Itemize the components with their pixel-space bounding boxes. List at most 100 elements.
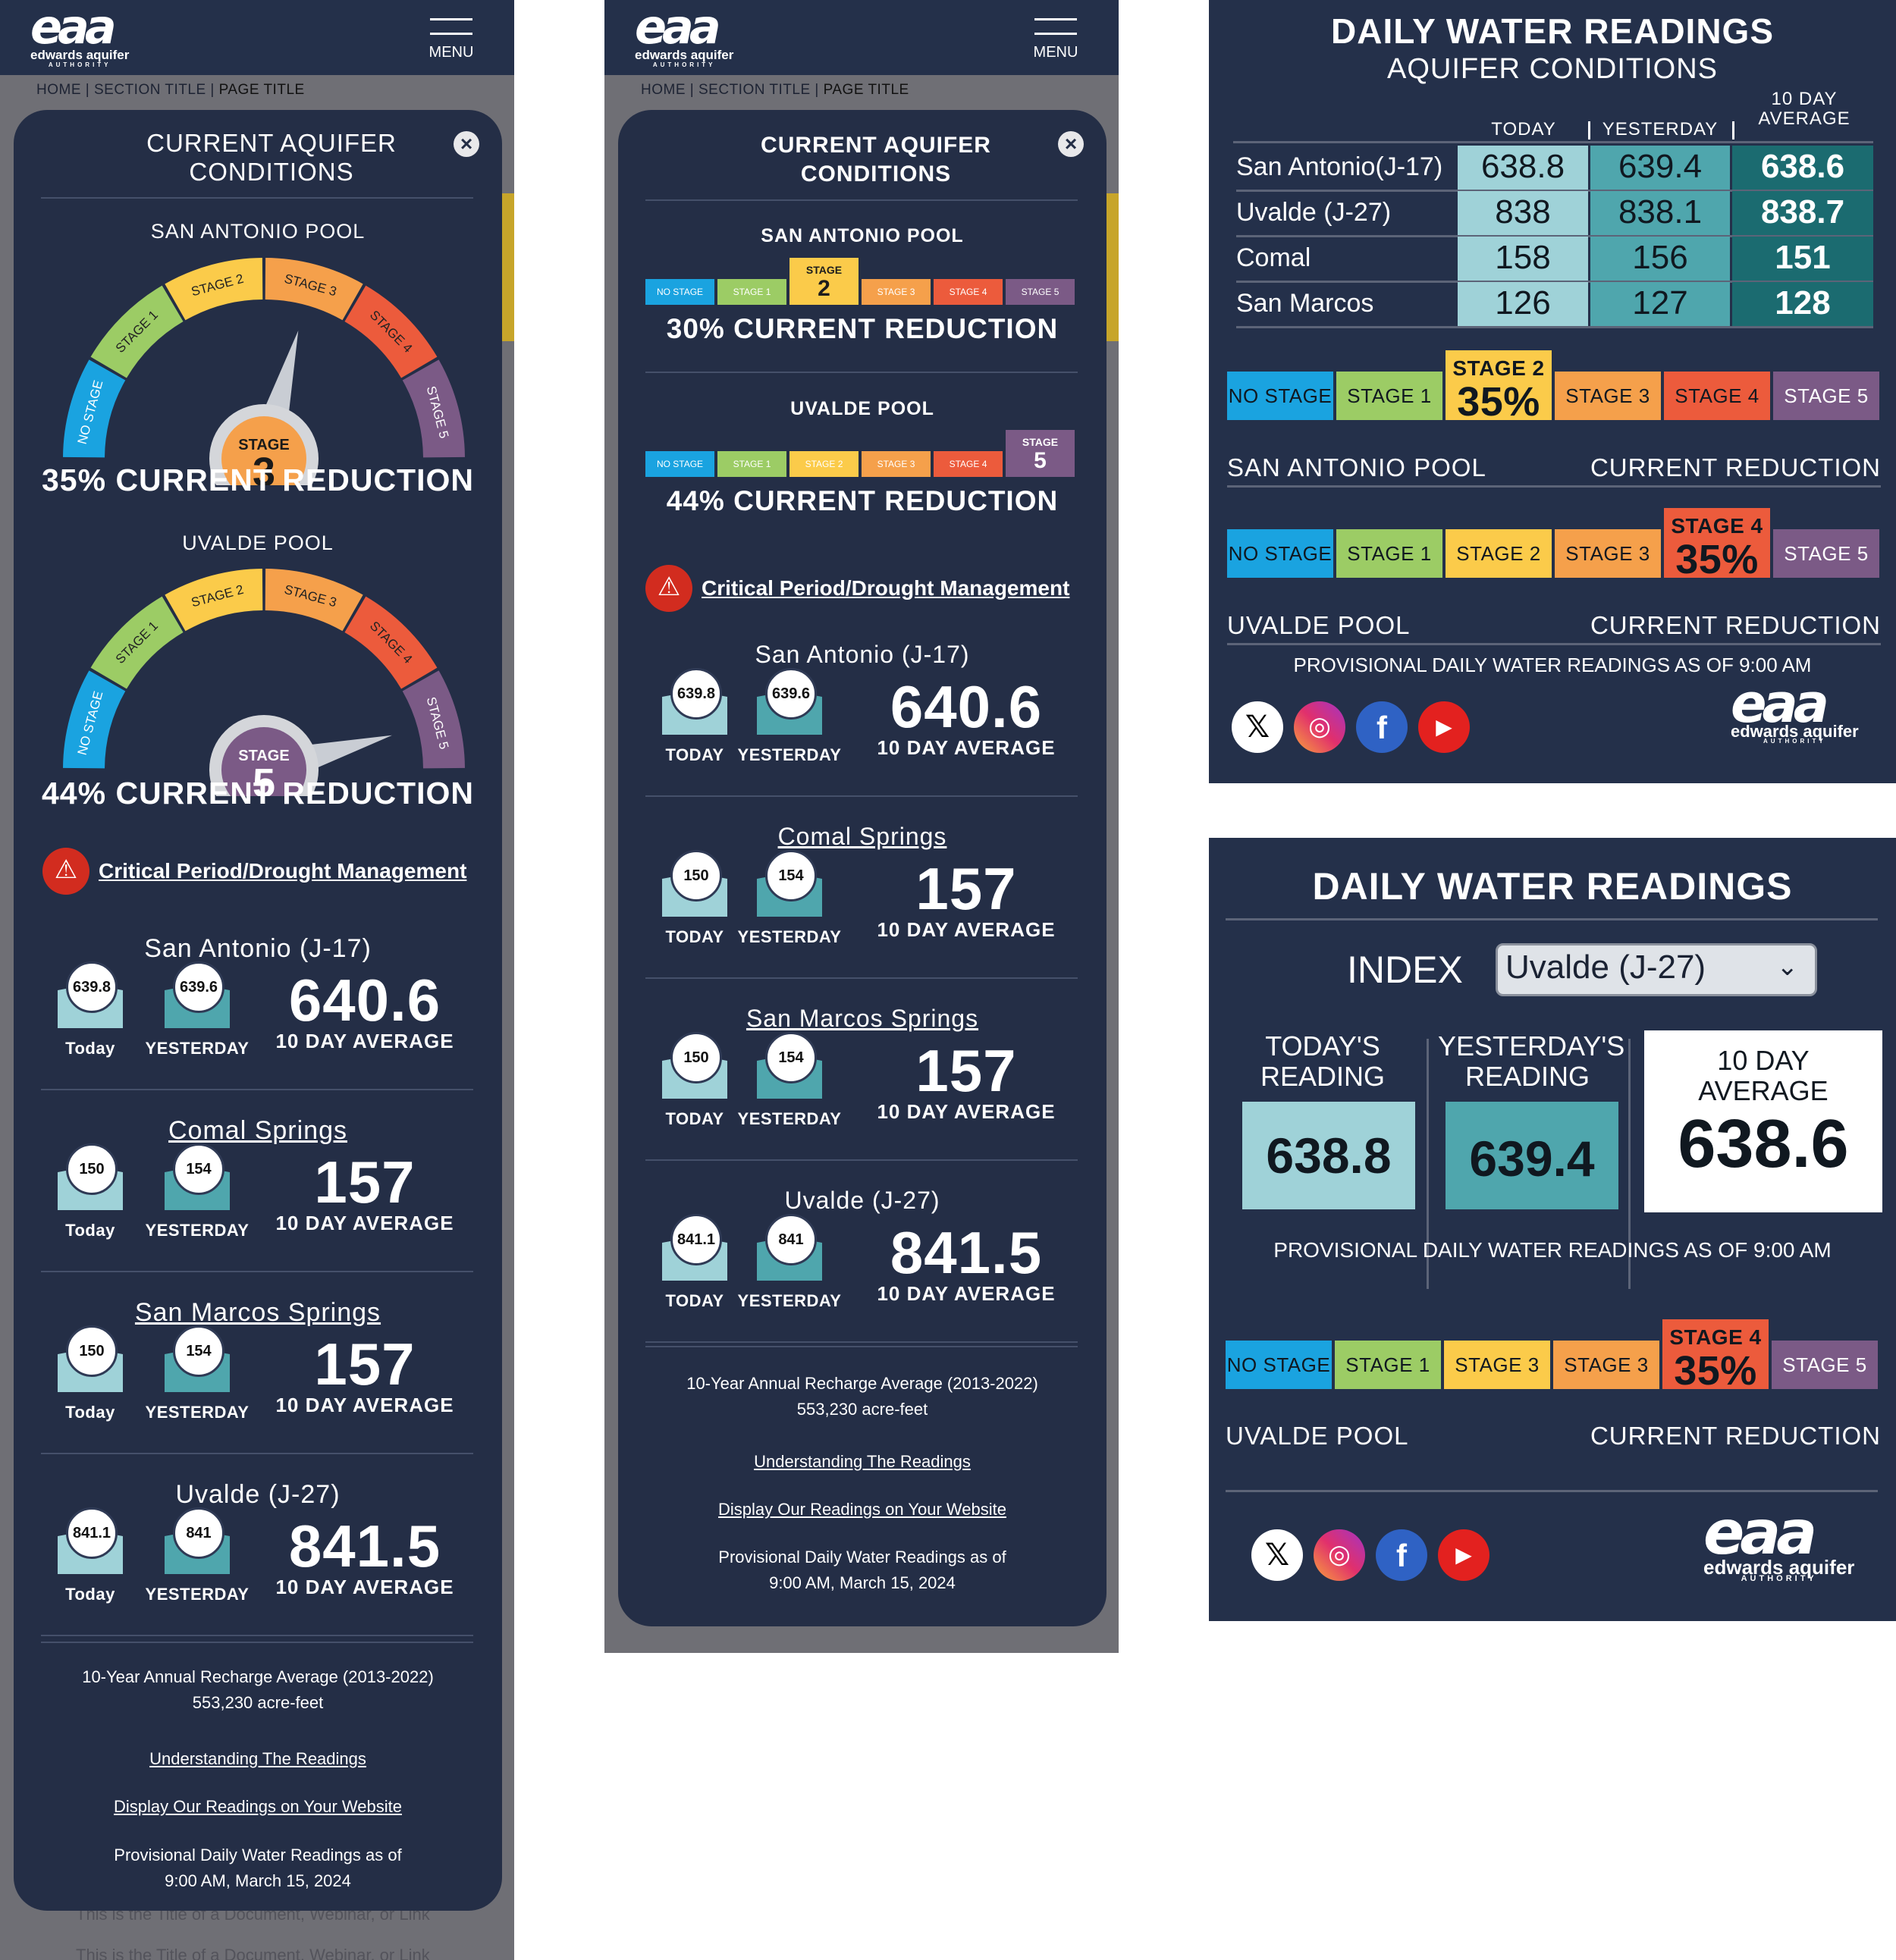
todays-reading-label: TODAY'S READING <box>1260 1030 1386 1092</box>
site-name[interactable]: San Marcos Springs <box>746 1005 979 1032</box>
san-antonio-reduction: 30% CURRENT REDUCTION <box>666 313 1059 344</box>
stage-segment: NO STAGE <box>1226 1341 1332 1389</box>
critical-period-link[interactable]: Critical Period/Drought Management <box>702 576 1070 600</box>
eaa-logo[interactable]: eaa edwards aquifer AUTHORITY <box>1703 1497 1855 1584</box>
breadcrumb-home[interactable]: HOME <box>641 82 686 98</box>
column-yesterday: YESTERDAY <box>1602 119 1719 140</box>
facebook-icon[interactable]: f <box>1376 1529 1427 1581</box>
divider <box>645 977 1078 979</box>
stage-segment: STAGE 1 <box>717 451 786 477</box>
breadcrumb-section[interactable]: SECTION TITLE <box>698 82 811 98</box>
gauge-segment <box>344 285 438 378</box>
x-icon[interactable]: 𝕏 <box>1232 701 1283 753</box>
gauge-segment <box>265 569 363 632</box>
facebook-icon[interactable]: f <box>1356 701 1408 753</box>
today-value: 639.8 <box>66 961 118 1013</box>
breadcrumb-home[interactable]: HOME <box>36 82 81 98</box>
understanding-readings-link[interactable]: Understanding The Readings <box>754 1452 971 1471</box>
instagram-icon[interactable]: ◎ <box>1314 1529 1365 1581</box>
gauge-stage-number: 3 <box>253 450 275 485</box>
row-label: San Antonio(J-17) <box>1236 152 1443 181</box>
yesterdays-reading-value: 639.4 <box>1446 1102 1618 1209</box>
eaa-logo[interactable]: eaa edwards aquifer AUTHORITY <box>635 0 734 69</box>
display-readings-link[interactable]: Display Our Readings on Your Website <box>718 1500 1006 1519</box>
close-icon[interactable]: × <box>454 131 479 157</box>
gauge-hub-inner <box>221 727 306 796</box>
stage-segment: STAGE 3 <box>1444 1341 1550 1389</box>
san-antonio-stage-bar: NO STAGE STAGE 1 STAGE 2 STAGE 3 STAGE 4 STAGE… <box>645 258 1078 305</box>
stage-segment: STAGE 5 <box>1773 372 1879 420</box>
yesterdays-reading-label: YESTERDAY'S READING <box>1438 1030 1625 1092</box>
divider <box>645 1341 1078 1343</box>
gauge-stage-word: STAGE <box>238 748 289 764</box>
uvalde-pool-label: UVALDE POOL <box>1226 1422 1409 1450</box>
critical-period-link[interactable]: Critical Period/Drought Management <box>99 859 467 883</box>
display-readings-link[interactable]: Display Our Readings on Your Website <box>114 1797 402 1816</box>
calendar-icon: 639.8 <box>58 961 123 1028</box>
site-name[interactable]: San Marcos Springs <box>134 1298 381 1327</box>
today-value: 639.8 <box>670 668 722 720</box>
divider <box>1227 485 1881 488</box>
eaa-logo[interactable]: eaa edwards aquifer AUTHORITY <box>30 0 130 69</box>
gauge-segment <box>265 258 363 321</box>
understanding-readings-link[interactable]: Understanding The Readings <box>149 1749 366 1768</box>
calendar-icon: 154 <box>757 850 822 917</box>
menu-button[interactable]: MENU <box>425 18 478 61</box>
breadcrumb-section[interactable]: SECTION TITLE <box>94 82 206 98</box>
hamburger-icon <box>1034 18 1077 35</box>
gauge-stage-word: STAGE <box>238 437 289 453</box>
top-nav-bar: eaa edwards aquifer AUTHORITY MENU <box>0 0 514 75</box>
stage-segment: STAGE 3 <box>862 451 931 477</box>
table-cell: 639.4 <box>1590 146 1730 190</box>
critical-period-row: ⚠ Critical Period/Drought Management <box>42 848 466 895</box>
site-name[interactable]: Comal Springs <box>777 823 947 850</box>
index-select[interactable]: Uvalde (J-27) ⌄ <box>1496 943 1817 996</box>
row-divider <box>1236 235 1873 237</box>
today-reading: 150 TODAY <box>653 1032 736 1129</box>
stage-segment: NO STAGE <box>1227 529 1333 578</box>
calendar-icon: 154 <box>757 1032 822 1099</box>
today-label: TODAY <box>665 1291 724 1310</box>
phone-panel-stagebar: eaa edwards aquifer AUTHORITY MENU HOME … <box>604 0 1119 1653</box>
recharge-average: 10-Year Annual Recharge Average (2013-20… <box>82 1667 434 1712</box>
stage-segment: NO STAGE <box>645 451 714 477</box>
table-cell: 838 <box>1458 191 1588 235</box>
table-cell: 126 <box>1458 282 1588 326</box>
stage-segment: STAGE 3 <box>1555 372 1661 420</box>
stage-segment: STAGE 2 <box>789 258 859 305</box>
ten-day-average: 157 10 DAY AVERAGE <box>871 1041 1061 1124</box>
widget-index: DAILY WATER READINGS INDEX Uvalde (J-27)… <box>1209 838 1896 1621</box>
site-name[interactable]: Comal Springs <box>168 1116 347 1145</box>
provisional-as-of: PROVISIONAL DAILY WATER READINGS AS OF 9… <box>1293 654 1812 676</box>
divider <box>41 1089 473 1090</box>
today-reading: 150 Today <box>49 1143 132 1240</box>
yesterday-reading: 841 YESTERDAY <box>736 1214 843 1311</box>
close-icon[interactable]: × <box>1058 131 1084 157</box>
table-cell: 151 <box>1732 237 1873 281</box>
ten-day-average-value: 157 <box>314 1331 416 1397</box>
today-label: TODAY <box>665 1109 724 1128</box>
current-reduction-label: CURRENT REDUCTION <box>1590 453 1881 481</box>
youtube-icon[interactable]: ▶ <box>1418 701 1470 753</box>
uvalde-reduction: 44% CURRENT REDUCTION <box>666 485 1059 516</box>
ten-day-average: 157 10 DAY AVERAGE <box>270 1152 460 1235</box>
youtube-icon[interactable]: ▶ <box>1438 1529 1489 1581</box>
divider <box>645 372 1078 373</box>
column-10day-average: 10 DAY AVERAGE <box>1758 89 1850 129</box>
stage-segment: STAGE 3 <box>1555 529 1661 578</box>
calendar-icon: 150 <box>662 1032 727 1099</box>
today-reading: 150 Today <box>49 1325 132 1422</box>
widget-title: DAILY WATER READINGS <box>1312 865 1793 908</box>
instagram-icon[interactable]: ◎ <box>1294 701 1345 753</box>
divider <box>1226 918 1878 920</box>
background-doc-link-2: This is the Title of a Document, Webinar… <box>76 1946 430 1960</box>
eaa-logo[interactable]: eaa edwards aquifer AUTHORITY <box>1731 673 1859 745</box>
ten-day-average-value: 841.5 <box>288 1513 441 1579</box>
menu-button[interactable]: MENU <box>1029 18 1082 61</box>
x-icon[interactable]: 𝕏 <box>1251 1529 1303 1581</box>
yesterday-reading: 154 YESTERDAY <box>144 1143 250 1240</box>
ten-day-average-label: 10 DAY AVERAGE <box>275 1212 454 1234</box>
uvalde-stage-bar: NO STAGE STAGE 1 STAGE 2 STAGE 3 STAGE 4 35% S… <box>1227 508 1882 581</box>
table-cell: 127 <box>1590 282 1730 326</box>
